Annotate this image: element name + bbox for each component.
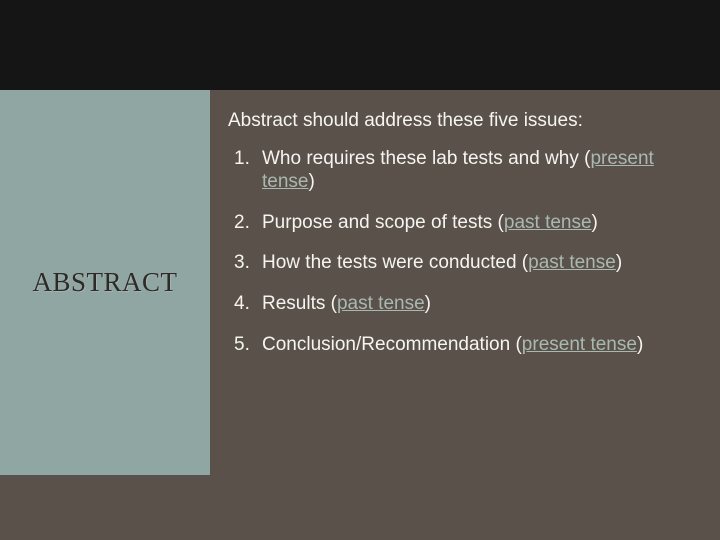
item-tense: past tense xyxy=(337,293,425,314)
list-item: Purpose and scope of tests (past tense) xyxy=(228,212,690,235)
item-text: Who requires these lab tests and why xyxy=(262,148,579,169)
item-tense: past tense xyxy=(504,212,592,233)
item-tense: past tense xyxy=(528,252,616,273)
content-area: Abstract should address these five issue… xyxy=(228,110,690,375)
issues-list: Who requires these lab tests and why (pr… xyxy=(228,148,690,357)
list-item: How the tests were conducted (past tense… xyxy=(228,252,690,275)
left-panel: ABSTRACT xyxy=(0,90,210,475)
content-heading: Abstract should address these five issue… xyxy=(228,110,690,132)
item-text: Purpose and scope of tests xyxy=(262,212,492,233)
item-text: How the tests were conducted xyxy=(262,252,517,273)
list-item: Who requires these lab tests and why (pr… xyxy=(228,148,690,194)
slide-title: ABSTRACT xyxy=(32,267,177,298)
item-text: Results xyxy=(262,293,325,314)
list-item: Results (past tense) xyxy=(228,293,690,316)
item-tense: present tense xyxy=(522,334,637,355)
list-item: Conclusion/Recommendation (present tense… xyxy=(228,334,690,357)
item-text: Conclusion/Recommendation xyxy=(262,334,510,355)
top-band xyxy=(0,0,720,90)
